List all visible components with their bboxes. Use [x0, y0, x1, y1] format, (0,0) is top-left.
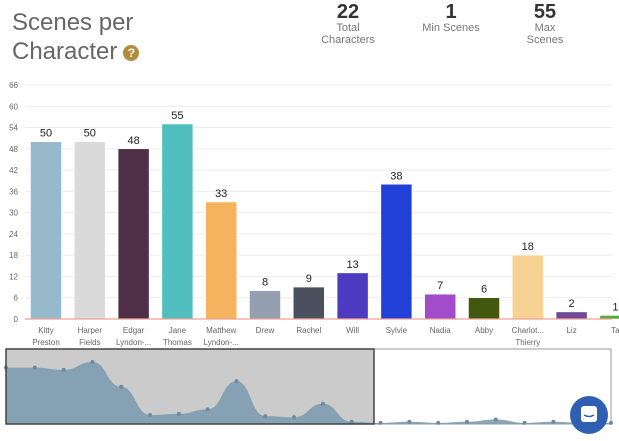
- stat-total-characters: 22 Total Characters: [308, 2, 388, 46]
- navigator-point: [119, 384, 124, 389]
- x-tick-label: Charlot...: [512, 326, 544, 335]
- navigator-point: [148, 412, 153, 417]
- navigator-point: [292, 415, 297, 420]
- bar: [512, 254, 544, 320]
- bar: [380, 184, 413, 320]
- x-tick-label: Sylvie: [386, 326, 408, 335]
- x-tick-label: Ta: [611, 326, 619, 335]
- stat-label: Min Scenes: [422, 22, 480, 34]
- bar: [599, 315, 619, 320]
- x-tick-label: Thierry: [515, 338, 540, 347]
- navigator-point: [551, 419, 556, 424]
- stat-min-scenes: 1 Min Scenes: [411, 2, 491, 34]
- data-label: 8: [262, 277, 268, 289]
- x-tick-label: Fields: [79, 338, 100, 347]
- bar: [205, 201, 237, 320]
- y-tick-label: 18: [9, 251, 18, 260]
- bar: [117, 148, 150, 320]
- x-tick-label: Will: [346, 326, 359, 335]
- y-tick-label: 24: [9, 230, 18, 239]
- chat-launcher-button[interactable]: [570, 396, 608, 434]
- bar: [555, 311, 588, 320]
- title-line-1: Scenes per: [12, 9, 134, 36]
- x-tick-label: Preston: [32, 338, 60, 347]
- navigator-point: [378, 420, 383, 425]
- navigator-point: [464, 419, 469, 424]
- data-label: 33: [215, 188, 227, 200]
- stat-value: 55: [533, 1, 557, 23]
- navigator-point: [436, 420, 441, 425]
- navigator-point: [176, 411, 181, 416]
- data-label: 38: [390, 170, 402, 182]
- navigator-point: [609, 420, 613, 425]
- data-label: 50: [84, 128, 96, 140]
- x-tick-label: Kitty: [38, 326, 54, 335]
- x-tick-label: Rachel: [296, 326, 321, 335]
- navigator-point: [349, 419, 354, 424]
- stat-value: 22: [336, 1, 360, 23]
- x-tick-label: Jane: [169, 326, 187, 335]
- chat-icon: [581, 406, 597, 422]
- bar: [293, 286, 325, 320]
- navigator-point: [90, 360, 95, 364]
- stat-value: 1: [445, 1, 457, 23]
- y-tick-label: 12: [9, 272, 18, 281]
- x-tick-label: Harper: [78, 326, 103, 335]
- stat-label: Total Characters: [321, 22, 375, 46]
- x-tick-label: Lyndon-...: [116, 338, 151, 347]
- x-tick-label: Lyndon-...: [204, 338, 239, 347]
- navigator-point: [263, 414, 268, 419]
- data-label: 1: [612, 301, 618, 313]
- navigator-point: [205, 407, 210, 412]
- bar: [468, 297, 500, 320]
- x-tick-label: Edgar: [123, 326, 145, 335]
- navigator-point: [234, 379, 239, 384]
- y-tick-label: 66: [9, 81, 18, 90]
- bar: [249, 290, 281, 320]
- bar: [161, 123, 194, 320]
- data-label: 50: [40, 128, 52, 140]
- data-label: 6: [481, 284, 487, 296]
- data-label: 18: [522, 241, 534, 253]
- navigator-area: [6, 362, 611, 424]
- y-tick-label: 54: [9, 124, 18, 133]
- y-tick-label: 60: [9, 102, 18, 111]
- bar: [74, 141, 106, 320]
- data-label: 55: [171, 110, 183, 122]
- y-tick-label: 0: [14, 315, 19, 324]
- x-tick-label: Matthew: [206, 326, 236, 335]
- x-tick-label: Abby: [475, 326, 493, 335]
- y-tick-label: 48: [9, 145, 18, 154]
- navigator-point: [61, 367, 66, 372]
- x-tick-label: Liz: [566, 326, 576, 335]
- navigator-point: [407, 419, 412, 424]
- stat-label: Max Scenes: [526, 22, 564, 46]
- data-label: 13: [346, 259, 358, 271]
- y-tick-label: 6: [14, 294, 19, 303]
- bar: [30, 141, 62, 320]
- bar: [424, 293, 456, 320]
- data-label: 9: [306, 273, 312, 285]
- title-line-2: Character?: [12, 37, 140, 66]
- question-circle-icon[interactable]: ?: [123, 44, 140, 61]
- y-tick-label: 30: [9, 209, 18, 218]
- y-tick-label: 42: [9, 166, 18, 175]
- navigator-point: [522, 420, 527, 425]
- navigator-point: [493, 417, 498, 422]
- navigator-point: [32, 365, 37, 370]
- data-label: 2: [569, 298, 575, 310]
- x-tick-label: Nadia: [430, 326, 451, 335]
- y-tick-label: 36: [9, 187, 18, 196]
- page-title: Scenes per Character?: [12, 8, 140, 66]
- x-tick-label: Thomas: [163, 338, 192, 347]
- title-text: Character: [12, 38, 118, 65]
- navigator-point: [320, 401, 325, 406]
- stat-max-scenes: 55 Max Scenes: [505, 2, 585, 46]
- bar: [336, 272, 369, 320]
- data-label: 7: [437, 280, 443, 292]
- data-label: 48: [127, 135, 139, 147]
- navigator-handle: [5, 348, 375, 425]
- x-tick-label: Drew: [256, 326, 275, 335]
